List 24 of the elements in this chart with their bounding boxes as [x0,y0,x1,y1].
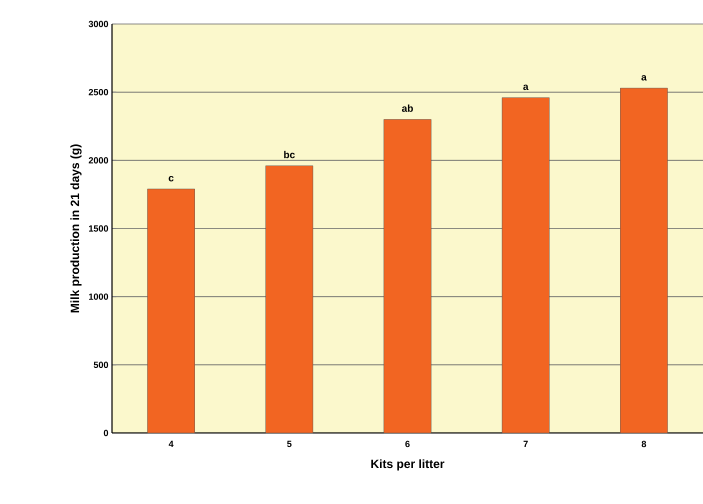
x-tick-label: 6 [405,440,410,448]
annotation: a [523,84,529,90]
bar [620,88,668,434]
bar [265,166,314,434]
x-tick-label: 4 [168,440,174,447]
bar [384,119,432,434]
y-axis-title: Milk production in 21 days (g) [70,144,82,312]
x-axis-title: Kits per litter [371,459,444,470]
annotation: a [641,75,647,81]
y-tick-label: 1000 [89,293,108,300]
annotation: c [168,176,174,182]
annotation: bc [284,150,295,158]
bar [147,188,195,434]
y-tick-label: 2000 [88,157,108,164]
y-tick-label: 1500 [89,225,108,232]
x-tick-label: 7 [524,440,528,447]
y-tick-label: 3000 [88,20,108,28]
y-tick-label: 0 [104,430,108,436]
bar [502,97,550,434]
y-tick-label: 500 [94,362,108,368]
y-tick-label: 2500 [88,88,108,96]
annotation: ab [402,104,413,112]
x-tick-label: 8 [642,440,646,448]
x-tick-label: 5 [287,440,292,448]
